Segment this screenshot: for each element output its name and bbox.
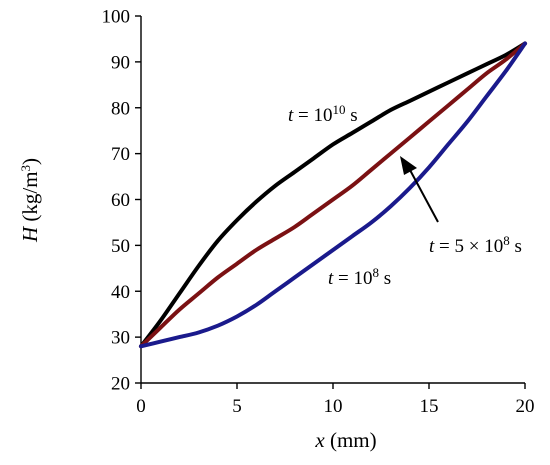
y-tick-label: 90 — [111, 52, 130, 73]
y-tick-label: 50 — [111, 236, 130, 257]
y-axis-var: H — [18, 225, 42, 243]
x-tick-label: 15 — [420, 396, 439, 417]
x-tick-label: 5 — [232, 396, 242, 417]
x-axis-var: x — [314, 428, 325, 452]
y-axis-unit: (kg/m — [18, 171, 42, 226]
series-lines — [139, 41, 527, 349]
annotation-t-1e8: t = 108 s — [328, 265, 391, 289]
x-axis-unit: (mm) — [325, 428, 377, 452]
y-axis-title: H (kg/m3) — [18, 158, 42, 243]
x-tick-label: 0 — [136, 396, 146, 417]
annotation-arrow — [400, 156, 439, 223]
series-line-2 — [139, 41, 527, 349]
x-axis-title: x (mm) — [314, 428, 376, 452]
y-tick-label: 70 — [111, 144, 130, 165]
y-tick-label: 30 — [111, 328, 130, 349]
y-tick-label: 80 — [111, 98, 130, 119]
series-line-0 — [139, 41, 527, 349]
y-axis-unit-sup: 3 — [18, 165, 33, 172]
y-tick-label: 40 — [111, 282, 130, 303]
y-tick-label: 60 — [111, 190, 130, 211]
y-axis-unit-close: ) — [18, 158, 42, 165]
y-ticks: 20 30 40 50 60 70 80 90 100 — [102, 7, 141, 395]
x-tick-label: 10 — [324, 396, 343, 417]
y-tick-label: 20 — [111, 374, 130, 395]
annotation-t-5e8: t = 5 × 108 s — [429, 233, 522, 257]
annotation-t-1e10: t = 1010 s — [288, 102, 358, 126]
series-line-1 — [139, 41, 527, 349]
y-tick-label: 100 — [102, 7, 131, 28]
x-tick-label: 20 — [516, 396, 535, 417]
x-ticks: 0 5 10 15 20 — [136, 383, 535, 417]
